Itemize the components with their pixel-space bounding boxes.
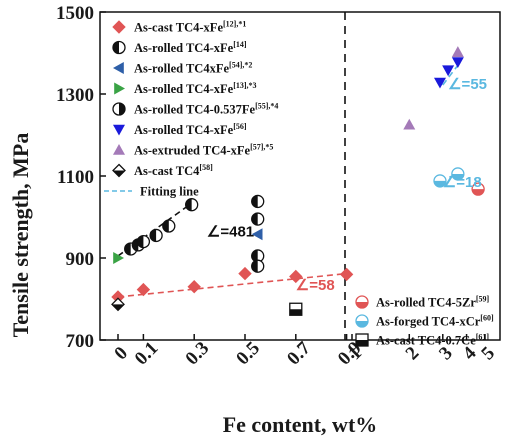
legend-marker-s6 bbox=[113, 124, 125, 136]
legend-entry-s1: As-cast TC4-xFe[12],*1 bbox=[134, 20, 246, 35]
data-point-s9 bbox=[471, 182, 485, 196]
legend-marker-s9 bbox=[355, 295, 369, 309]
data-point-s7 bbox=[451, 46, 464, 57]
y-axis-label: Tensile strength, MPa bbox=[8, 133, 33, 338]
data-point-s2 bbox=[251, 249, 265, 263]
data-point-s2 bbox=[136, 234, 151, 249]
x-tick-label: 0.3 bbox=[182, 338, 214, 370]
data-point-s2 bbox=[251, 194, 265, 209]
x-tick-label: 0 bbox=[110, 343, 132, 365]
fit-line bbox=[442, 64, 459, 86]
data-point-s2 bbox=[251, 259, 265, 273]
legend-entry-s7: As-extruded TC4-xFe[57],*5 bbox=[134, 143, 273, 158]
x-axis-label: Fe content, wt% bbox=[223, 412, 378, 437]
data-point-s8 bbox=[111, 297, 125, 312]
legend-entry-s2: As-rolled TC4-xFe[14] bbox=[134, 40, 247, 55]
y-tick-label: 1100 bbox=[57, 167, 94, 188]
fit-lines bbox=[117, 64, 459, 298]
data-point-s1 bbox=[136, 282, 151, 297]
y-tick-label: 1300 bbox=[56, 85, 94, 106]
data-point-s6 bbox=[442, 65, 455, 77]
data-point-s7 bbox=[403, 118, 416, 130]
data-point-s4 bbox=[113, 252, 124, 264]
data-point-s1 bbox=[238, 266, 252, 281]
legend-entry-s5: As-rolled TC4-0.537Fe[55],*4 bbox=[134, 102, 278, 117]
x-tick-label: 0.1 bbox=[131, 338, 163, 370]
legend-entry-s10: As-forged TC4-xCr[60] bbox=[376, 314, 494, 329]
angle-annotation: ∠=58 bbox=[296, 277, 335, 294]
legend-marker-s11 bbox=[355, 333, 369, 347]
legend-entry-s11: As-cast TC4-0.7Ce[61] bbox=[376, 333, 489, 348]
fit-line bbox=[117, 272, 347, 298]
legend-marker-s1 bbox=[112, 20, 126, 34]
data-marks bbox=[111, 46, 485, 316]
data-point-s2 bbox=[149, 228, 163, 243]
data-point-s3 bbox=[251, 228, 263, 241]
angle-annotation: ∠=481 bbox=[207, 224, 254, 241]
y-tick-label: 700 bbox=[66, 331, 95, 352]
angle-annotation: ∠=18 bbox=[443, 174, 482, 191]
data-point-s6 bbox=[433, 77, 446, 89]
legend: As-cast TC4-xFe[12],*1 As-rolled TC4-xFe[… bbox=[104, 20, 494, 348]
legend-fitting-label: Fitting line bbox=[140, 185, 199, 199]
legend-entry-s8: As-cast TC4[58] bbox=[134, 163, 213, 178]
data-point-s1 bbox=[289, 269, 303, 284]
y-tick-label: 1500 bbox=[56, 3, 94, 24]
legend-marker-s10 bbox=[355, 314, 369, 328]
y-tick-label: 900 bbox=[66, 249, 95, 270]
data-point-s2 bbox=[185, 198, 199, 212]
data-point-s11 bbox=[289, 302, 303, 316]
angle-annotation: ∠=55 bbox=[448, 76, 487, 93]
legend-marker-s5 bbox=[112, 102, 126, 116]
x-tick-label: 0.7 bbox=[283, 337, 315, 369]
data-point-s2 bbox=[162, 219, 176, 233]
annotations: ∠=481 ∠=58 ∠=55 ∠=18 bbox=[207, 76, 487, 294]
legend-entry-s6: As-rolled TC4-xFe[56] bbox=[134, 122, 247, 137]
data-point-s2 bbox=[251, 212, 265, 226]
data-point-s10 bbox=[433, 174, 447, 188]
legend-entry-s9: As-rolled TC4-5Zr[59] bbox=[376, 295, 490, 310]
legend-marker-s8 bbox=[112, 163, 126, 178]
legend-entry-s4: As-rolled TC4-xFe[13],*3 bbox=[134, 81, 257, 96]
x-tick-label: 5 bbox=[477, 343, 499, 365]
x-tick-label: 0.5 bbox=[232, 338, 264, 370]
data-point-s6 bbox=[451, 57, 464, 69]
legend-marker-s2 bbox=[112, 40, 126, 55]
data-point-s1 bbox=[187, 279, 201, 294]
legend-marker-s3 bbox=[113, 62, 124, 74]
legend-marker-s7 bbox=[113, 144, 125, 155]
data-point-s10 bbox=[451, 167, 465, 181]
data-point-s1 bbox=[339, 267, 354, 282]
legend-entry-s3: As-rolled TC4xFe[54],*2 bbox=[134, 61, 252, 76]
data-point-s2 bbox=[124, 242, 138, 256]
legend-marker-s4 bbox=[114, 82, 125, 95]
